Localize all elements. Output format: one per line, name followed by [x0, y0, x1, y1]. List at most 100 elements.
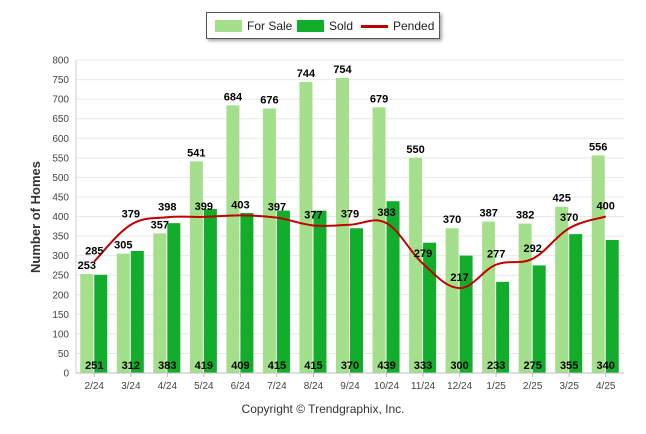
for-sale-value-label: 556 [589, 141, 607, 153]
for-sale-value-label: 370 [443, 214, 461, 226]
sold-value-label: 355 [560, 360, 578, 372]
y-tick-label: 200 [52, 290, 69, 301]
y-tick-label: 250 [52, 271, 69, 282]
pended-value-label: 379 [122, 209, 140, 221]
bars [80, 77, 619, 373]
y-tick-label: 350 [52, 232, 69, 243]
for-sale-bar [80, 274, 94, 373]
sold-bar [276, 210, 290, 373]
sold-value-label: 383 [158, 360, 176, 372]
pended-line [93, 214, 607, 290]
x-tick-label: 5/24 [194, 381, 214, 392]
sold-value-label: 312 [122, 360, 140, 372]
y-tick-label: 650 [52, 114, 69, 125]
pended-series-line [93, 214, 607, 290]
x-tick-label: 8/24 [304, 381, 324, 392]
for-sale-bar [116, 253, 130, 373]
sold-value-label: 409 [231, 360, 249, 372]
for-sale-bar [262, 108, 276, 373]
for-sale-value-label: 684 [224, 91, 243, 103]
sold-value-label: 251 [85, 360, 103, 372]
sold-bar [203, 209, 217, 373]
pended-value-label: 277 [487, 249, 505, 261]
x-tick-label: 6/24 [231, 381, 251, 392]
copyright-footer: Copyright © Trendgraphix, Inc. [241, 402, 405, 416]
sold-value-label: 300 [450, 360, 468, 372]
x-tick-label: 2/24 [85, 381, 105, 392]
pended-value-label: 285 [85, 245, 103, 257]
axes: 0 50 100 150 200 250 300 350 400 450 500 550 600 650 7… [52, 56, 624, 392]
x-tick-label: 3/25 [559, 381, 579, 392]
pended-value-label: 279 [414, 248, 432, 260]
for-sale-bar [482, 221, 496, 373]
pended-value-label: 379 [341, 209, 359, 221]
sold-value-label: 415 [304, 360, 322, 372]
pended-value-label: 400 [597, 201, 615, 213]
sold-bar [94, 274, 108, 373]
data-labels: 253 251 305 312 357 383 541 419 684 409 676 415 744 4… [78, 64, 615, 372]
x-tick-label: 10/24 [374, 381, 399, 392]
for-sale-bar [555, 206, 569, 373]
x-tick-label: 4/25 [596, 381, 616, 392]
for-sale-value-label: 387 [479, 208, 497, 220]
sold-value-label: 370 [341, 360, 359, 372]
sold-bar [496, 281, 510, 373]
pended-value-label: 370 [560, 212, 578, 224]
x-tick-label: 1/25 [486, 381, 506, 392]
pended-value-label: 398 [158, 201, 176, 213]
pended-value-label: 397 [268, 202, 286, 214]
sold-bar [605, 239, 619, 373]
legend-for-sale-label: For Sale [247, 19, 293, 33]
pended-value-label: 292 [523, 243, 541, 255]
for-sale-bar [591, 155, 605, 373]
for-sale-bar [189, 161, 203, 373]
pended-value-label: 377 [304, 209, 322, 221]
y-tick-label: 600 [52, 134, 69, 145]
for-sale-value-label: 679 [370, 93, 388, 105]
for-sale-value-label: 754 [333, 64, 352, 76]
pended-swatch [361, 25, 388, 28]
pended-value-label: 383 [377, 207, 395, 219]
for-sale-value-label: 425 [553, 193, 571, 205]
for-sale-bar [153, 233, 167, 373]
y-tick-label: 400 [52, 212, 69, 223]
for-sale-bar [409, 157, 423, 373]
sold-value-label: 439 [377, 360, 395, 372]
y-tick-label: 50 [58, 349, 70, 360]
sold-bar [167, 223, 181, 373]
y-tick-label: 150 [52, 310, 69, 321]
x-tick-label: 2/25 [523, 381, 543, 392]
pended-value-label: 399 [195, 201, 213, 213]
for-sale-value-label: 550 [406, 144, 424, 156]
sold-bar [130, 250, 144, 373]
sold-value-label: 333 [414, 360, 432, 372]
sold-bar [386, 201, 400, 373]
sold-value-label: 233 [487, 360, 505, 372]
sold-bar [569, 234, 583, 373]
for-sale-value-label: 305 [114, 240, 132, 252]
for-sale-bar [226, 105, 240, 373]
x-tick-label: 3/24 [121, 381, 141, 392]
sold-bar [532, 265, 546, 373]
sold-value-label: 340 [597, 360, 615, 372]
for-sale-value-label: 382 [516, 210, 534, 222]
x-tick-label: 12/24 [447, 381, 472, 392]
sold-bar [313, 210, 327, 373]
for-sale-value-label: 253 [78, 260, 96, 272]
for-sale-value-label: 744 [297, 68, 316, 80]
for-sale-bar [299, 81, 313, 373]
sold-bar [423, 242, 437, 373]
legend-sold-label: Sold [329, 19, 354, 33]
y-tick-label: 100 [52, 329, 69, 340]
y-tick-label: 450 [52, 192, 69, 203]
sold-value-label: 275 [523, 360, 541, 372]
sold-value-label: 419 [195, 360, 213, 372]
legend: For Sale Sold Pended [206, 12, 440, 39]
sold-value-label: 415 [268, 360, 286, 372]
x-tick-label: 7/24 [267, 381, 287, 392]
y-tick-label: 300 [52, 251, 69, 262]
sold-bar [240, 212, 254, 373]
y-tick-label: 800 [52, 56, 69, 67]
y-axis-title: Number of Homes [28, 161, 43, 273]
